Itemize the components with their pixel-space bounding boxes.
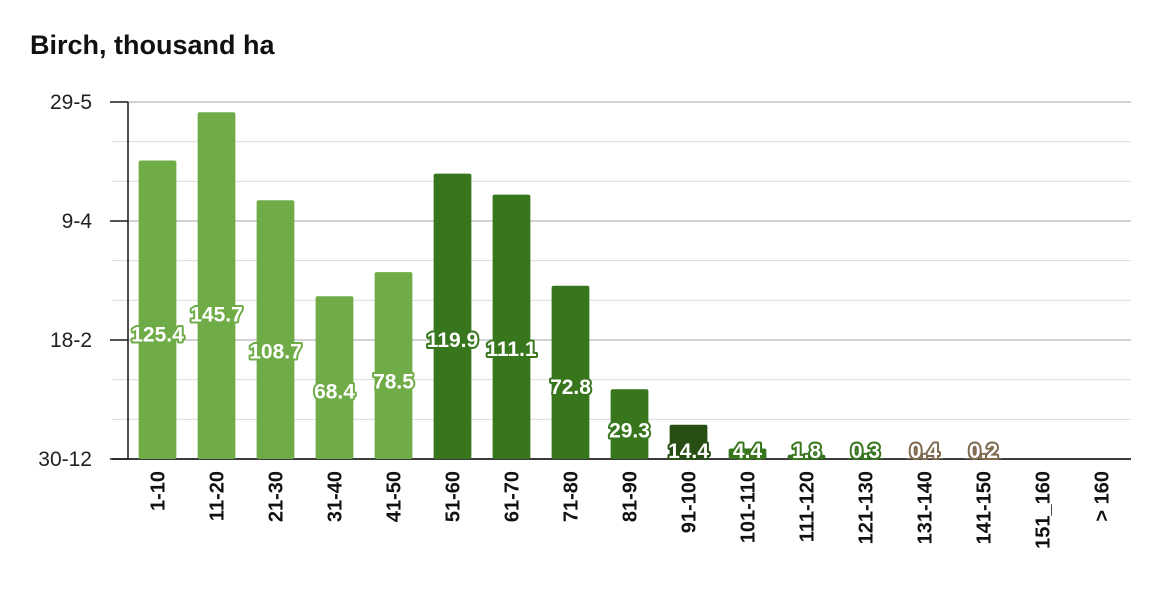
x-tick-label: 1-10: [148, 471, 170, 511]
x-tick-label: 151_160: [1033, 471, 1055, 549]
y-axis-ticks: 29-5 9-4 18-2 30-12: [38, 91, 128, 471]
chart-title: Birch, thousand ha: [30, 30, 275, 60]
bar: [669, 424, 708, 459]
data-label: 1.8: [792, 440, 822, 463]
data-label: 0.4: [910, 440, 940, 463]
x-tick-label: 11-20: [207, 471, 229, 521]
bar: [610, 389, 649, 459]
data-labels: 125.4 145.7 108.7 68.4 78.5 119.9 111.1 72.8 29.…: [129, 301, 1000, 465]
bar: [492, 194, 531, 459]
x-tick-label: 51-60: [443, 471, 465, 522]
bar: [551, 285, 590, 459]
data-label: 111.1: [486, 338, 537, 361]
x-tick-label: > 160: [1092, 471, 1114, 522]
y-tick-label: 29-5: [50, 91, 92, 114]
data-label: 125.4: [131, 324, 184, 347]
data-label: 145.7: [190, 303, 243, 326]
y-tick-label: 30-12: [38, 448, 92, 471]
x-tick-label: 111-120: [797, 471, 819, 542]
x-tick-label: 41-50: [384, 471, 406, 522]
data-label: 68.4: [314, 381, 355, 404]
x-tick-label: 131-140: [915, 471, 937, 544]
bar: [197, 112, 236, 459]
data-label: 14.4: [668, 440, 709, 463]
data-label: 4.4: [733, 440, 763, 463]
bar: [374, 272, 413, 459]
bar: [728, 448, 767, 459]
x-tick-label: 61-70: [502, 471, 524, 522]
data-label: 108.7: [249, 340, 302, 363]
x-tick-label: 141-150: [974, 471, 996, 544]
bar: [256, 200, 295, 459]
bar: [846, 458, 885, 459]
x-tick-label: 101-110: [738, 471, 760, 543]
bar: [787, 454, 826, 459]
data-label: 119.9: [427, 329, 478, 352]
x-tick-label: 21-30: [266, 471, 288, 522]
data-label: 78.5: [373, 371, 414, 394]
bar: [905, 458, 944, 459]
x-tick-label: 31-40: [325, 471, 347, 522]
x-axis-ticks: 1-10 11-20 21-30 31-40 41-50 51-60 61-70 71-80 8…: [148, 471, 1114, 549]
bar: [315, 296, 354, 459]
data-label: 0.3: [851, 440, 880, 463]
bar: [964, 458, 1003, 459]
x-tick-label: 81-90: [620, 471, 642, 522]
y-tick-label: 18-2: [50, 329, 92, 352]
bars: [138, 112, 1003, 459]
bar: [433, 173, 472, 459]
data-label: 29.3: [609, 420, 650, 443]
x-tick-label: 91-100: [679, 471, 701, 533]
data-label: 72.8: [550, 376, 591, 399]
data-label: 0.2: [969, 440, 998, 463]
x-tick-label: 71-80: [561, 471, 583, 522]
bar: [138, 160, 177, 459]
x-tick-label: 121-130: [856, 471, 878, 544]
y-tick-label: 9-4: [62, 210, 93, 233]
